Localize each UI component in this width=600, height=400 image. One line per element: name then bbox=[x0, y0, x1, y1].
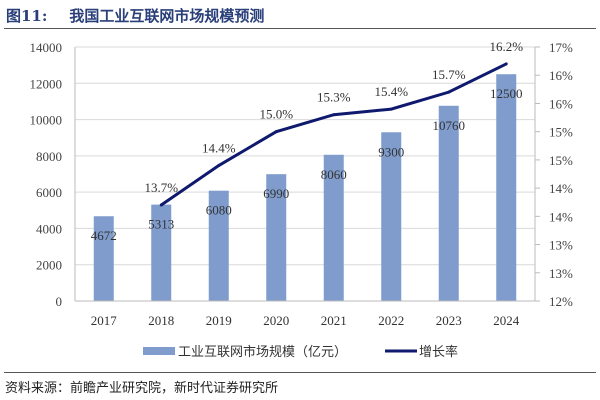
legend-line-label: 增长率 bbox=[419, 344, 458, 359]
bar-data-label: 12500 bbox=[490, 86, 523, 101]
bar-data-label: 4672 bbox=[91, 228, 117, 243]
bar bbox=[266, 174, 287, 301]
bar-data-label: 8060 bbox=[321, 167, 347, 182]
figure-title-text: 我国工业互联网市场规模预测 bbox=[69, 7, 265, 25]
left-tick-label: 12000 bbox=[30, 76, 63, 91]
bar bbox=[496, 74, 517, 301]
growth-point bbox=[332, 113, 336, 117]
bar bbox=[208, 190, 229, 301]
line-data-label: 16.2% bbox=[489, 39, 523, 54]
left-tick-label: 2000 bbox=[36, 258, 62, 273]
bar-data-label: 6080 bbox=[206, 203, 232, 218]
x-tick-label: 2022 bbox=[378, 313, 404, 328]
bar-data-label: 10760 bbox=[433, 118, 466, 133]
growth-point bbox=[159, 203, 163, 207]
x-tick-label: 2023 bbox=[436, 313, 462, 328]
bar bbox=[438, 105, 459, 301]
bar bbox=[151, 204, 172, 301]
right-tick-label: 16% bbox=[549, 96, 573, 111]
figure-number: 图11: bbox=[6, 7, 48, 25]
line-data-label: 15.7% bbox=[432, 67, 466, 82]
growth-point bbox=[504, 62, 508, 66]
left-tick-label: 14000 bbox=[30, 40, 63, 55]
line-data-label: 14.4% bbox=[202, 141, 236, 156]
bar bbox=[93, 216, 114, 301]
x-tick-label: 2018 bbox=[148, 313, 174, 328]
bar bbox=[323, 154, 344, 301]
right-tick-label: 12% bbox=[549, 294, 573, 309]
left-tick-label: 10000 bbox=[30, 113, 63, 128]
legend-bar-swatch bbox=[143, 347, 175, 355]
line-data-label: 13.7% bbox=[144, 180, 178, 195]
bottom-divider bbox=[4, 372, 596, 373]
growth-point bbox=[389, 107, 393, 111]
growth-point bbox=[447, 90, 451, 94]
figure-title: 图11: 我国工业互联网市场规模预测 bbox=[6, 5, 264, 26]
chart: 0 2000 4000 6000 8000 10000 12000 14000 12% 13% 13… bbox=[30, 39, 574, 359]
top-divider bbox=[4, 28, 596, 29]
x-tick-label: 2024 bbox=[493, 313, 520, 328]
right-tick-label: 16% bbox=[549, 68, 573, 83]
x-tick-label: 2017 bbox=[91, 313, 118, 328]
source-note: 资料来源：前瞻产业研究院，新时代证券研究所 bbox=[5, 381, 279, 396]
right-tick-label: 13% bbox=[549, 266, 573, 281]
x-tick-label: 2019 bbox=[206, 313, 232, 328]
x-tick-label: 2021 bbox=[321, 313, 347, 328]
line-data-label: 15.4% bbox=[374, 84, 408, 99]
bar bbox=[381, 132, 402, 301]
bar-data-label: 9300 bbox=[378, 144, 404, 159]
right-tick-label: 17% bbox=[549, 40, 573, 55]
x-tick-label: 2020 bbox=[263, 313, 289, 328]
line-data-label: 15.3% bbox=[317, 90, 351, 105]
left-tick-label: 4000 bbox=[36, 221, 62, 236]
legend-bar-label: 工业互联网市场规模（亿元） bbox=[178, 344, 347, 359]
left-tick-label: 6000 bbox=[36, 185, 62, 200]
right-tick-label: 13% bbox=[549, 238, 573, 253]
line-data-label: 15.0% bbox=[259, 107, 293, 122]
growth-point bbox=[274, 130, 278, 134]
bar-data-label: 6990 bbox=[263, 186, 289, 201]
growth-point bbox=[217, 164, 221, 168]
bar-data-label: 5313 bbox=[148, 217, 174, 232]
left-tick-label: 8000 bbox=[36, 149, 62, 164]
right-tick-label: 15% bbox=[549, 125, 573, 140]
right-tick-label: 15% bbox=[549, 153, 573, 168]
right-tick-label: 14% bbox=[549, 209, 573, 224]
left-tick-label: 0 bbox=[56, 294, 63, 309]
right-tick-label: 14% bbox=[549, 181, 573, 196]
